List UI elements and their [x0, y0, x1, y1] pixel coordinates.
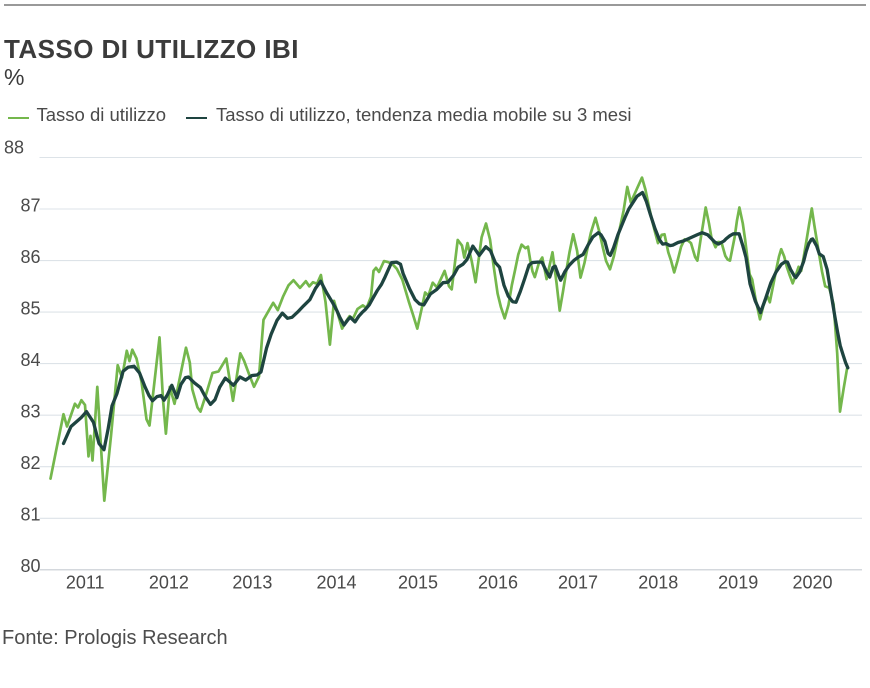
svg-text:86: 86 — [20, 247, 40, 267]
svg-text:88: 88 — [4, 138, 24, 158]
svg-text:2017: 2017 — [558, 573, 598, 593]
svg-text:82: 82 — [20, 453, 40, 473]
svg-text:80: 80 — [20, 556, 40, 576]
svg-text:2014: 2014 — [316, 573, 356, 593]
svg-text:87: 87 — [20, 195, 40, 215]
svg-text:2019: 2019 — [718, 573, 758, 593]
svg-text:83: 83 — [20, 402, 40, 422]
svg-text:2015: 2015 — [398, 573, 438, 593]
svg-text:2018: 2018 — [638, 573, 678, 593]
svg-text:81: 81 — [20, 505, 40, 525]
svg-text:2013: 2013 — [232, 573, 272, 593]
svg-text:2016: 2016 — [478, 573, 518, 593]
svg-text:85: 85 — [20, 298, 40, 318]
svg-text:84: 84 — [20, 350, 40, 370]
svg-text:2020: 2020 — [792, 573, 832, 593]
svg-text:2011: 2011 — [66, 573, 105, 593]
svg-text:2012: 2012 — [149, 573, 189, 593]
